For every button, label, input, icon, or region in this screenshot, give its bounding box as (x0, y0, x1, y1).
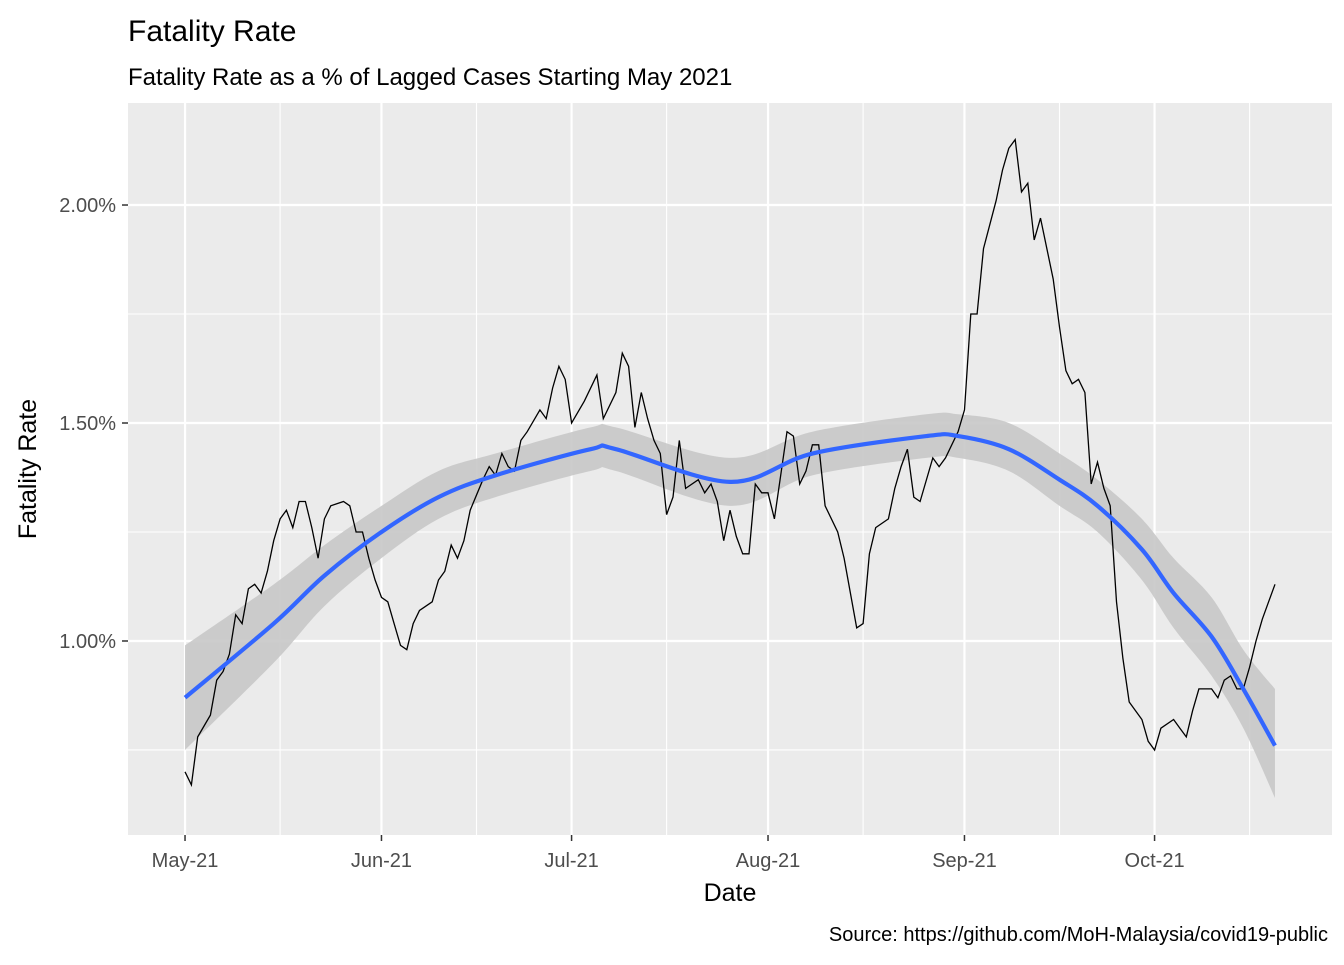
y-axis: 1.00% 1.50% 2.00% (59, 195, 128, 653)
x-tick-label: Oct-21 (1125, 850, 1185, 872)
chart-subtitle: Fatality Rate as a % of Lagged Cases Sta… (128, 64, 732, 91)
y-tick-label: 1.50% (59, 413, 116, 435)
chart-title: Fatality Rate (128, 15, 296, 48)
x-axis-label: Date (704, 879, 757, 907)
x-tick-label: May-21 (152, 850, 219, 872)
fatality-rate-line (184, 137, 1276, 788)
x-tick-label: Sep-21 (932, 850, 997, 872)
x-tick-label: Jul-21 (544, 850, 598, 872)
y-tick-label: 2.00% (59, 195, 116, 217)
source-caption: Source: https://github.com/MoH-Malaysia/… (829, 924, 1328, 946)
x-axis: May-21 Jun-21 Jul-21 Aug-21 Sep-21 Oct-21 (152, 835, 1185, 872)
y-axis-label: Fatality Rate (14, 399, 42, 539)
confidence-band (185, 412, 1275, 798)
x-tick-label: Aug-21 (736, 850, 801, 872)
x-tick-label: Jun-21 (351, 850, 412, 872)
y-tick-label: 1.00% (59, 631, 116, 653)
smoothed-trend-line (183, 432, 1277, 747)
